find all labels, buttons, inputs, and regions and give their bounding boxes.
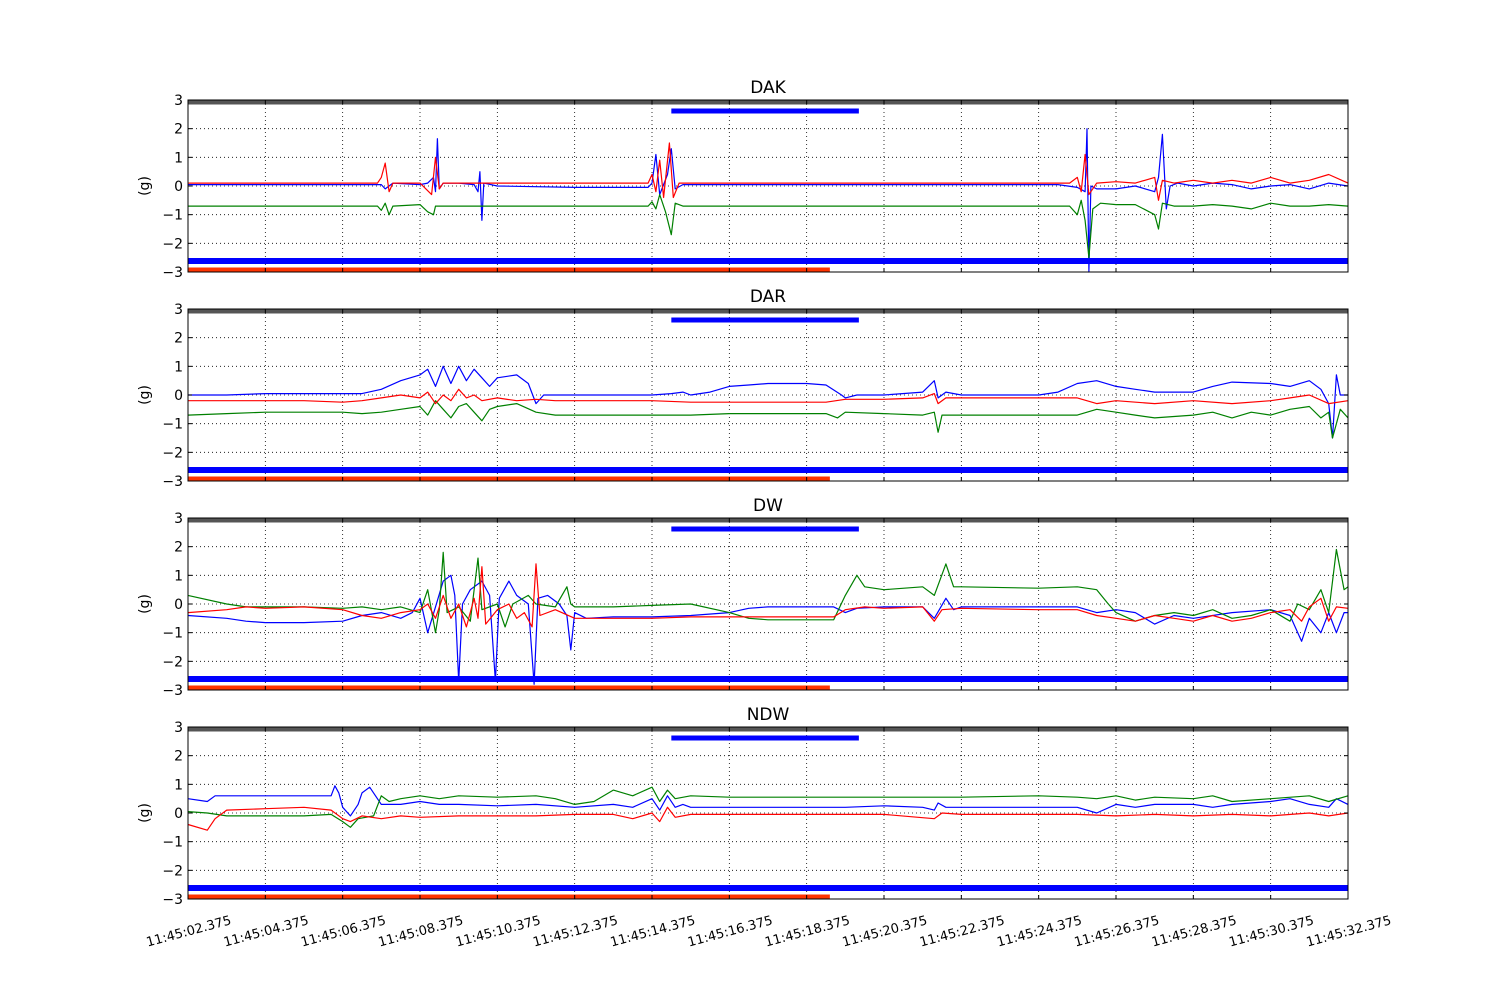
x-tick-label: 11:45:18.375 xyxy=(763,913,851,950)
series-line-red xyxy=(188,388,1349,405)
x-tick-label: 11:45:10.375 xyxy=(454,913,542,950)
x-tick-label: 11:45:02.375 xyxy=(145,913,233,950)
x-tick-label: 11:45:30.375 xyxy=(1227,913,1315,950)
y-tick-label: 2 xyxy=(174,122,183,138)
y-tick-label: −1 xyxy=(162,417,183,433)
series-line-blue xyxy=(187,785,1349,817)
y-tick-label: 3 xyxy=(174,720,183,736)
y-axis-label: (g) xyxy=(137,385,153,405)
series-line-green xyxy=(187,400,1349,439)
panel-title: DW xyxy=(753,496,783,516)
x-tick-label: 11:45:12.375 xyxy=(531,913,619,950)
series-line-blue xyxy=(188,128,1349,273)
y-tick-label: 3 xyxy=(174,93,183,109)
y-tick-label: 0 xyxy=(174,806,183,822)
panel-dak: DAK −3 −2 −1 0 1 2 3 (g) xyxy=(137,78,1349,281)
x-tick-label: 11:45:22.375 xyxy=(918,913,1006,950)
y-tick-label: 2 xyxy=(174,749,183,765)
y-tick-label: −2 xyxy=(162,654,183,670)
y-axis-label: (g) xyxy=(137,803,153,823)
x-tick-label: 11:45:24.375 xyxy=(995,913,1083,950)
panel-dw: DW −3 −2 −1 0 1 2 3 (g) xyxy=(137,496,1349,699)
x-tick-label: 11:45:04.375 xyxy=(222,913,310,950)
x-tick-label: 11:45:32.375 xyxy=(1305,913,1393,950)
series-line-blue xyxy=(188,365,1348,439)
y-tick-label: −3 xyxy=(162,892,183,908)
x-tick-label: 11:45:08.375 xyxy=(377,913,465,950)
y-tick-label: 1 xyxy=(174,777,183,793)
y-axis-label: (g) xyxy=(137,176,153,196)
y-tick-label: 0 xyxy=(174,179,183,195)
y-axis-label: (g) xyxy=(137,594,153,614)
y-tick-label: 1 xyxy=(174,150,183,166)
y-tick-label: −2 xyxy=(162,236,183,252)
grid xyxy=(188,727,1348,899)
y-tick-label: 0 xyxy=(174,597,183,613)
y-tick-label: −2 xyxy=(162,863,183,879)
x-tick-label: 11:45:14.375 xyxy=(609,913,697,950)
panel-dar: DAR −3 −2 −1 0 1 2 3 (g) xyxy=(137,287,1349,490)
panel-title: NDW xyxy=(747,705,790,725)
x-tick-label: 11:45:06.375 xyxy=(299,913,387,950)
y-tick-label: −3 xyxy=(162,683,183,699)
y-tick-label: −3 xyxy=(162,474,183,490)
y-tick-label: 2 xyxy=(174,331,183,347)
y-tick-label: −2 xyxy=(162,445,183,461)
y-tick-label: 1 xyxy=(174,568,183,584)
y-tick-label: −3 xyxy=(162,265,183,281)
series-line-red xyxy=(188,142,1349,201)
panel-title: DAK xyxy=(750,78,786,98)
y-tick-label: 2 xyxy=(174,540,183,556)
series-line-red xyxy=(187,806,1349,831)
series-line-green xyxy=(187,786,1349,828)
x-tick-label: 11:45:20.375 xyxy=(841,913,929,950)
y-tick-label: −1 xyxy=(162,835,183,851)
panel-ndw: NDW −3 −2 −1 0 1 2 3 (g) xyxy=(137,705,1349,908)
series-line-blue xyxy=(187,574,1348,685)
series-line-green xyxy=(187,548,1349,634)
grid xyxy=(188,309,1348,481)
series-line-red xyxy=(187,563,1349,628)
x-tick-label: 11:45:16.375 xyxy=(686,913,774,950)
y-tick-label: 3 xyxy=(174,511,183,527)
y-tick-label: 3 xyxy=(174,302,183,318)
x-tick-label: 11:45:26.375 xyxy=(1073,913,1161,950)
grid xyxy=(188,100,1348,272)
grid xyxy=(188,518,1348,690)
y-tick-label: 1 xyxy=(174,359,183,375)
y-tick-label: −1 xyxy=(162,626,183,642)
y-tick-label: 0 xyxy=(174,388,183,404)
panel-title: DAR xyxy=(750,287,786,307)
series-line-green xyxy=(188,194,1349,259)
y-tick-label: −1 xyxy=(162,208,183,224)
x-tick-label: 11:45:28.375 xyxy=(1150,913,1238,950)
